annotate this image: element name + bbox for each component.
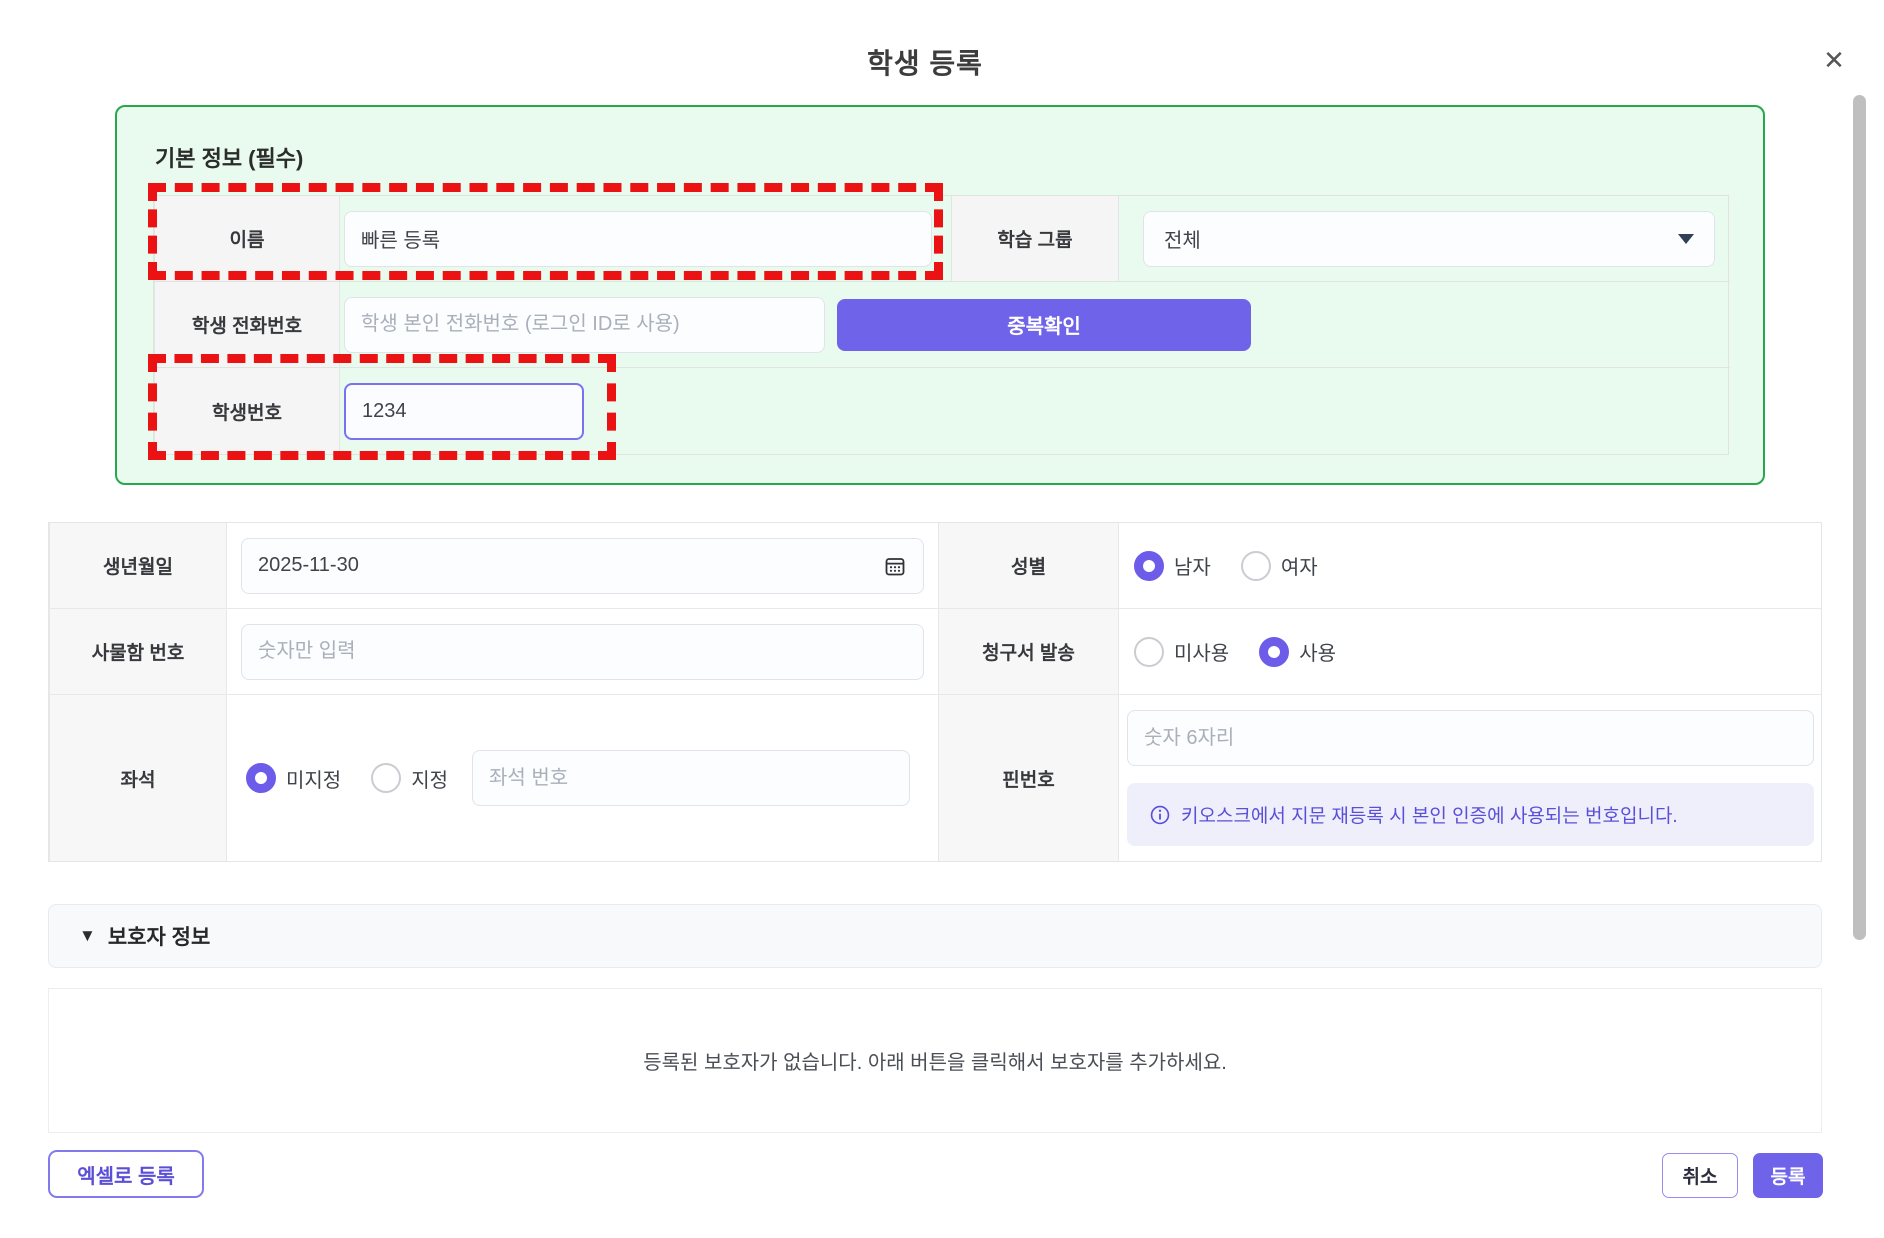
group-selected-value: 전체 [1164, 230, 1201, 252]
radio-gender-female[interactable] [1240, 550, 1271, 581]
seat-number-input[interactable] [472, 750, 911, 806]
cancel-button[interactable]: 취소 [1662, 1153, 1738, 1198]
radio-gender-male-label: 남자 [1174, 557, 1211, 579]
radio-seat-unassigned[interactable] [246, 763, 276, 793]
pin-cell: 키오스크에서 지문 재등록 시 본인 인증에 사용되는 번호입니다. [1119, 695, 1821, 861]
pin-input[interactable] [1127, 710, 1814, 766]
gender-label: 성별 [938, 523, 1119, 609]
calendar-icon [885, 557, 905, 575]
group-label: 학습 그룹 [951, 196, 1119, 282]
student-no-label: 학생번호 [154, 368, 340, 454]
phone-cell: 중복확인 [340, 282, 1730, 368]
name-input[interactable] [344, 210, 932, 267]
vertical-scrollbar-thumb[interactable] [1853, 95, 1866, 940]
radio-seat-assigned[interactable] [371, 763, 402, 793]
birth-date-value: 2025-11-30 [258, 554, 359, 576]
guardian-section-header[interactable]: ▼ 보호자 정보 [48, 904, 1822, 968]
close-icon[interactable]: ✕ [1823, 45, 1845, 75]
radio-invoice-on-label: 사용 [1299, 643, 1337, 665]
guardian-empty-state: 등록된 보호자가 없습니다. 아래 버튼을 클릭해서 보호자를 추가하세요. [48, 988, 1822, 1133]
group-cell: 전체 [1119, 196, 1730, 282]
duplicate-check-button[interactable]: 중복확인 [837, 298, 1251, 351]
student-no-input[interactable] [344, 382, 584, 440]
page-title: 학생 등록 [867, 48, 983, 79]
pin-label: 핀번호 [938, 695, 1119, 861]
radio-invoice-off[interactable] [1134, 636, 1164, 667]
radio-gender-male[interactable] [1134, 550, 1164, 581]
submit-button[interactable]: 등록 [1753, 1153, 1823, 1198]
excel-register-button[interactable]: 엑셀로 등록 [48, 1150, 204, 1198]
basic-info-table: 이름 학습 그룹 전체 학생 전화번호 중복확인 학생번호 [153, 195, 1730, 455]
guardian-empty-message: 등록된 보호자가 없습니다. 아래 버튼을 클릭해서 보호자를 추가하세요. [643, 1052, 1227, 1074]
name-cell [340, 196, 951, 282]
invoice-cell: 미사용 사용 [1119, 609, 1821, 695]
radio-seat-unassigned-label: 미지정 [286, 769, 342, 792]
radio-gender-female-label: 여자 [1280, 557, 1318, 579]
student-no-cell [340, 368, 1730, 454]
guardian-section-title: 보호자 정보 [107, 926, 211, 949]
chevron-down-icon [1678, 233, 1694, 244]
pin-info-text: 키오스크에서 지문 재등록 시 본인 인증에 사용되는 번호입니다. [1181, 806, 1678, 827]
basic-info-title: 기본 정보 (필수) [155, 146, 304, 171]
birth-date-input[interactable]: 2025-11-30 [241, 537, 924, 594]
basic-info-panel: 기본 정보 (필수) 이름 학습 그룹 전체 학생 전화번호 중복확인 학생번호 [115, 105, 1765, 485]
locker-cell [227, 609, 938, 695]
birth-label: 생년월일 [49, 523, 227, 609]
name-label: 이름 [154, 196, 340, 282]
seat-label: 좌석 [49, 695, 227, 861]
birth-cell: 2025-11-30 [227, 523, 938, 609]
pin-info-box: 키오스크에서 지문 재등록 시 본인 인증에 사용되는 번호입니다. [1127, 783, 1814, 846]
phone-label: 학생 전화번호 [154, 282, 340, 368]
seat-cell: 미지정 지정 [227, 695, 938, 861]
phone-input[interactable] [344, 296, 825, 353]
locker-label: 사물함 번호 [49, 609, 227, 695]
invoice-label: 청구서 발송 [938, 609, 1119, 695]
radio-seat-assigned-label: 지정 [411, 769, 449, 792]
collapse-triangle-icon: ▼ [79, 926, 96, 945]
details-table: 생년월일 2025-11-30 성별 남자 여자 사물함 번호 [48, 522, 1822, 862]
locker-input[interactable] [241, 623, 924, 680]
info-icon [1150, 805, 1170, 824]
group-select[interactable]: 전체 [1143, 210, 1715, 267]
gender-cell: 남자 여자 [1119, 523, 1821, 609]
radio-invoice-off-label: 미사용 [1174, 643, 1230, 665]
radio-invoice-on[interactable] [1259, 636, 1290, 667]
